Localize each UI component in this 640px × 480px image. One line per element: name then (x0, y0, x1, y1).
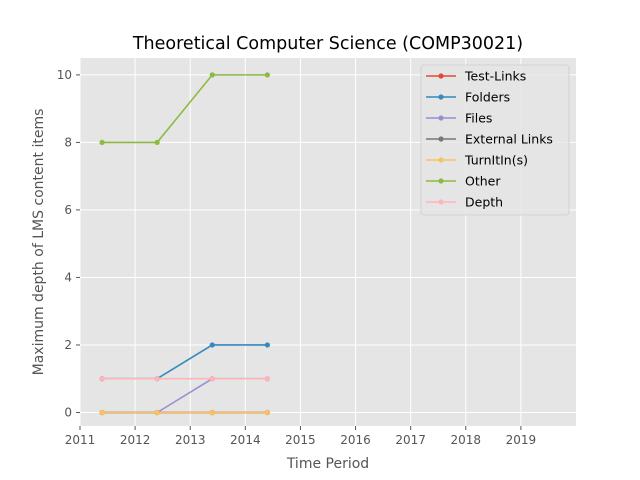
legend-label: Files (465, 111, 492, 126)
legend-item-folders: Folders (426, 90, 510, 105)
data-point-other (99, 139, 105, 146)
series-layer (99, 72, 270, 416)
legend-marker (438, 157, 444, 163)
data-point-depth (209, 376, 215, 382)
series-other (99, 72, 270, 146)
x-tick-label: 2013 (175, 433, 206, 447)
legend-label: Other (465, 174, 501, 189)
legend-label: External Links (465, 132, 553, 147)
legend-marker (438, 73, 444, 79)
series-line-other (102, 74, 268, 144)
data-point-turnitin-s (264, 409, 270, 416)
x-tick-label: 2019 (506, 433, 537, 447)
x-tick-label: 2018 (451, 433, 482, 447)
legend-item-external-links: External Links (426, 132, 553, 147)
legend-box (420, 64, 570, 216)
legend: Test-Links Folders Files External Links Turn… (420, 64, 570, 216)
legend-item-turnitin-s: TurnItIn(s) (426, 153, 528, 168)
legend-label: Depth (465, 195, 503, 210)
legend-item-files: Files (426, 111, 492, 126)
legend-marker (438, 136, 444, 142)
data-point-depth (264, 376, 270, 382)
y-tick-label: 6 (64, 203, 72, 217)
legend-marker (438, 115, 444, 121)
data-point-folders (264, 342, 270, 348)
data-point-turnitin-s (99, 409, 105, 416)
x-tick-label: 2017 (395, 433, 426, 447)
y-tick-label: 2 (64, 338, 72, 352)
y-axis-label: Maximum depth of LMS content items (31, 109, 47, 376)
data-point-depth (154, 376, 160, 382)
data-point-other (264, 72, 270, 78)
series-turnitin-s (99, 409, 270, 416)
data-point-other (209, 72, 215, 78)
legend-label: Test-Links (464, 69, 526, 84)
y-tick-label: 4 (64, 270, 72, 284)
legend-marker (438, 94, 444, 100)
grid-lines (79, 58, 576, 426)
x-tick-label: 2016 (340, 433, 371, 447)
x-tick-label: 2011 (65, 433, 96, 447)
x-tick-label: 2014 (230, 433, 261, 447)
data-point-turnitin-s (209, 409, 215, 416)
series-depth (99, 376, 270, 382)
y-tick-label: 8 (64, 135, 72, 149)
legend-item-test-links: Test-Links (426, 69, 526, 84)
legend-item-other: Other (426, 174, 501, 189)
data-point-folders (209, 342, 215, 348)
legend-label: Folders (465, 90, 510, 105)
y-tick-label: 0 (64, 405, 72, 419)
legend-label: TurnItIn(s) (464, 153, 528, 168)
legend-item-depth: Depth (426, 195, 503, 210)
y-axis-ticks: 0 2 4 6 8 10 (57, 68, 80, 419)
x-axis-ticks: 2011 2012 2013 2014 2015 2016 2017 2018 2019 (65, 426, 536, 447)
x-axis-label: Time Period (286, 456, 369, 472)
data-point-depth (99, 376, 105, 382)
y-tick-label: 10 (57, 68, 72, 82)
legend-marker (438, 199, 444, 205)
data-point-other (154, 139, 160, 146)
x-tick-label: 2015 (285, 433, 316, 447)
legend-marker (438, 178, 444, 184)
data-point-turnitin-s (154, 409, 160, 416)
x-tick-label: 2012 (120, 433, 151, 447)
chart-title: Theoretical Computer Science (COMP30021) (132, 34, 523, 54)
